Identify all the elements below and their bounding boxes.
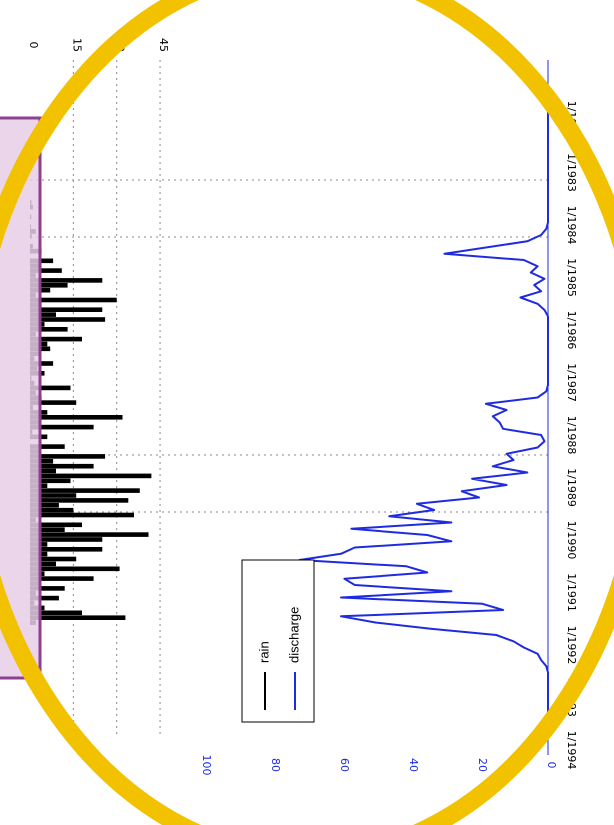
rain-bar xyxy=(30,498,129,503)
rain-bar xyxy=(30,488,140,493)
legend-label: rain xyxy=(256,641,271,663)
rain-bar xyxy=(30,400,77,405)
rain-bar xyxy=(30,615,126,620)
rain-tick-label: 45 xyxy=(157,38,170,52)
discharge-tick-label: 0 xyxy=(545,762,558,769)
rain-bar xyxy=(30,522,82,528)
rain-bar xyxy=(30,278,103,283)
rain-bar xyxy=(30,468,56,474)
rain-bar xyxy=(30,444,65,449)
rain-bar xyxy=(30,336,82,342)
discharge-tick-label: 40 xyxy=(407,758,420,772)
discharge-series xyxy=(298,85,549,735)
date-tick-label: 1/1991 xyxy=(565,573,578,612)
rain-bar xyxy=(30,527,65,532)
rain-bar xyxy=(30,361,54,366)
rain-bar xyxy=(30,415,123,420)
date-tick-label: 1/1983 xyxy=(565,153,578,192)
legend-label: discharge xyxy=(286,607,301,663)
rain-bar xyxy=(30,312,56,317)
date-tick-label: 1/1988 xyxy=(565,416,578,455)
date-tick-label: 1/1989 xyxy=(565,468,578,507)
discharge-tick-label: 20 xyxy=(476,758,489,772)
date-tick-label: 1/1986 xyxy=(565,311,578,350)
rain-bar xyxy=(30,317,106,322)
rain-bar xyxy=(30,327,68,332)
rain-bar xyxy=(30,473,152,479)
rain-bar xyxy=(30,503,59,508)
discharge-tick-label: 60 xyxy=(338,758,351,772)
rain-bar xyxy=(30,566,120,572)
rain-bar xyxy=(30,537,103,542)
rain-series xyxy=(30,199,152,625)
rain-tick-label: 15 xyxy=(70,38,83,52)
date-tick-label: 1/1990 xyxy=(565,521,578,560)
rain-bar xyxy=(30,532,149,537)
date-tick-label: 1/1984 xyxy=(565,206,578,245)
rain-bar xyxy=(30,478,71,484)
rain-bar xyxy=(30,283,68,288)
legend-box xyxy=(241,559,315,723)
rain-bar xyxy=(30,454,106,459)
rain-tick-label: 0 xyxy=(27,42,40,49)
discharge-line xyxy=(298,85,549,735)
date-tick-label: 1/1994 xyxy=(565,731,578,770)
rain-bar xyxy=(30,547,103,552)
rain-bar xyxy=(30,459,54,464)
rain-bar xyxy=(30,586,65,591)
discharge-tick-label: 100 xyxy=(200,755,213,776)
rain-bar xyxy=(30,556,77,562)
rain-bar xyxy=(30,307,103,312)
rain-bar xyxy=(30,595,59,601)
date-tick-label: 1/1987 xyxy=(565,363,578,402)
rain-bar xyxy=(30,512,134,518)
date-tick-label: 1/1985 xyxy=(565,258,578,297)
rain-bar xyxy=(30,268,62,273)
rain-bar xyxy=(30,576,94,581)
rain-bar xyxy=(30,463,94,469)
rain-bar xyxy=(30,561,56,567)
rain-bar xyxy=(30,258,54,264)
rain-bar xyxy=(30,297,117,303)
rain-bar xyxy=(30,507,74,513)
rain-bar xyxy=(30,493,77,498)
rain-bar xyxy=(30,424,94,430)
rain-bar xyxy=(30,610,82,616)
discharge-tick-label: 80 xyxy=(269,758,282,772)
rain-bar xyxy=(30,385,71,391)
date-tick-label: 1/1992 xyxy=(565,626,578,665)
grid-layer xyxy=(30,60,548,735)
legend: rain discharge xyxy=(241,559,315,723)
